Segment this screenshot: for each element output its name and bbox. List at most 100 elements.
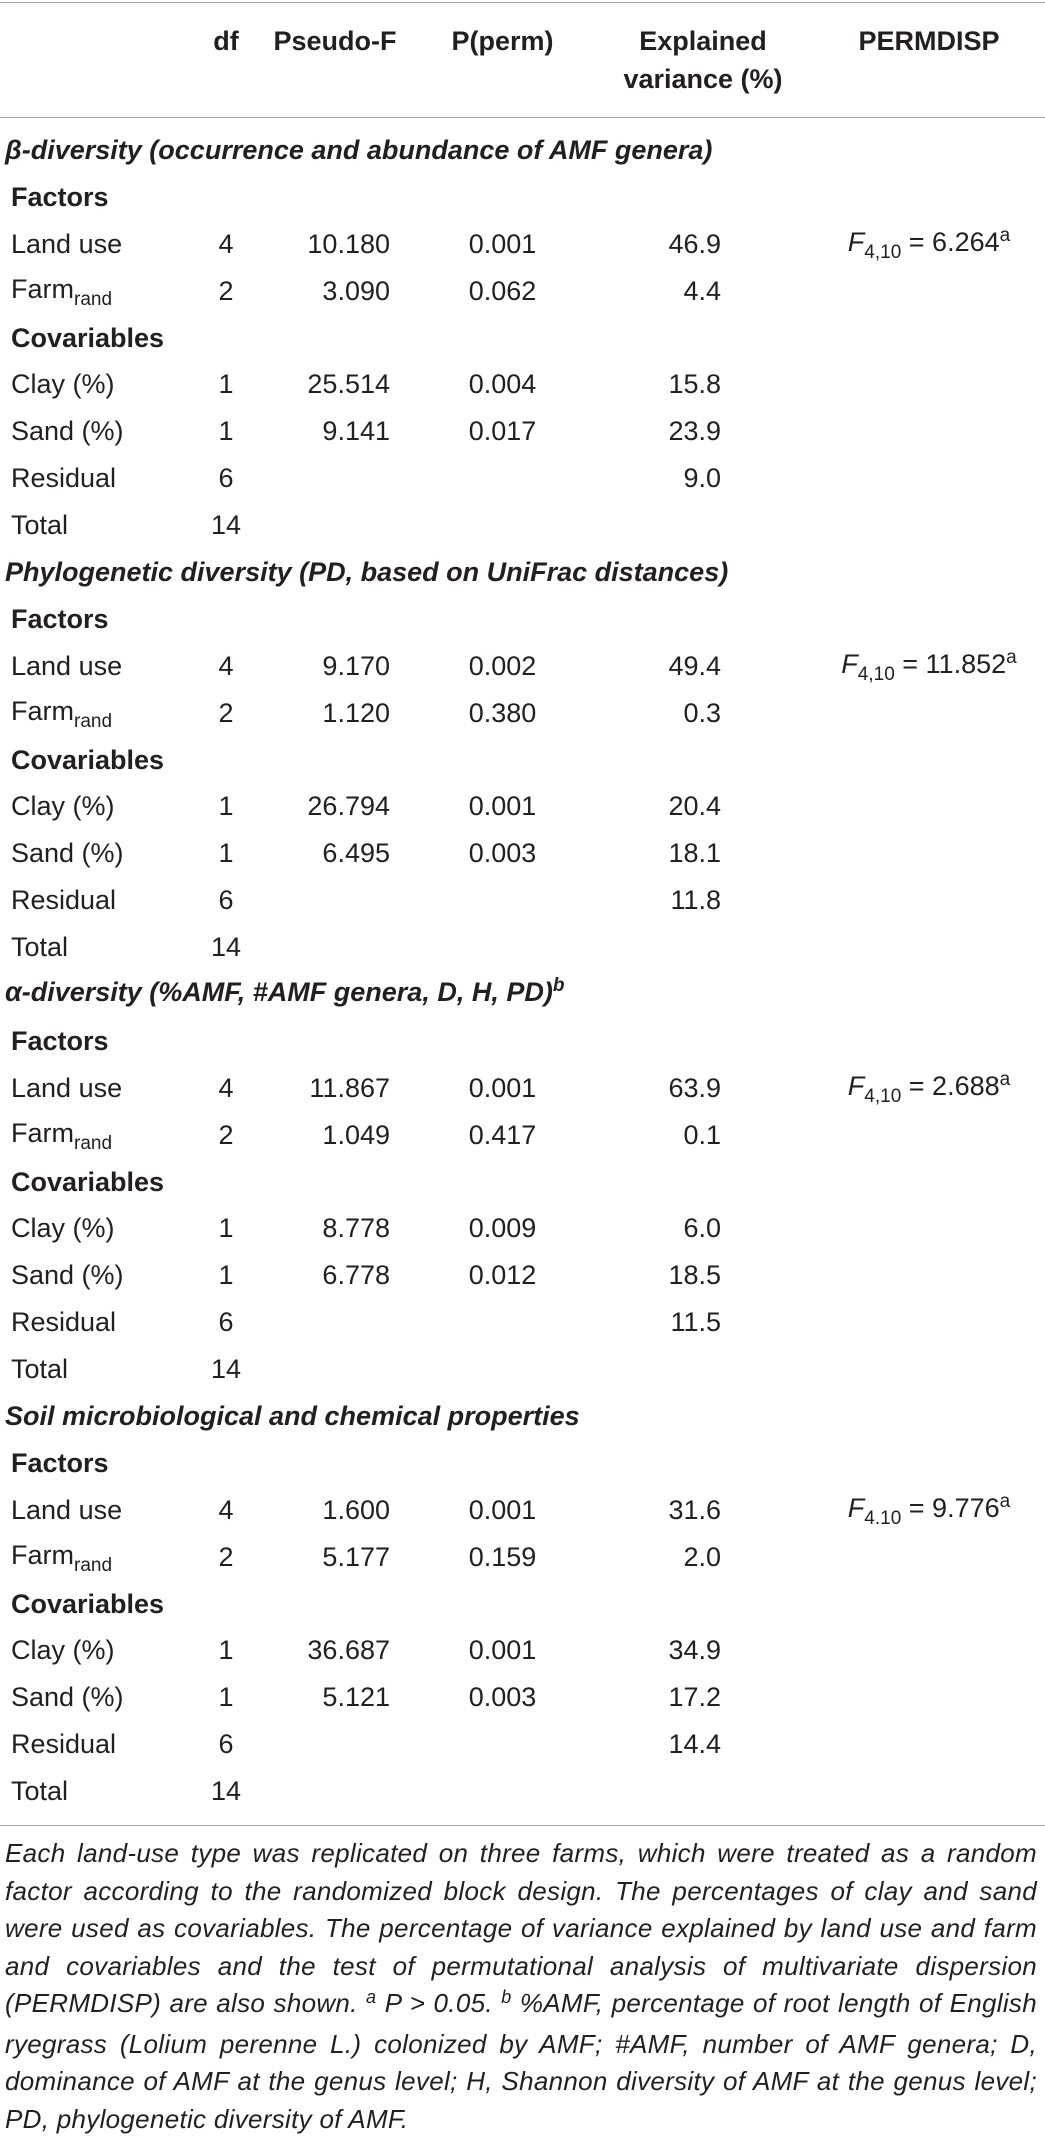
explained-variance-cell: 20.4 (668, 791, 721, 822)
header-explained-variance: Explained variance (%) (605, 22, 813, 98)
table-row-clay: Clay (%) 1 26.794 0.001 20.4 (0, 783, 1045, 830)
covariables-label: Covariables (11, 322, 165, 353)
permdisp-footnote-mark: a (1006, 646, 1017, 668)
row-label-land-use: Land use (11, 228, 123, 259)
explained-variance-cell: 0.3 (683, 697, 721, 728)
df-cell: 14 (210, 1776, 242, 1807)
group-label-row: Covariables (0, 736, 1045, 783)
table-row-sand: Sand (%) 1 5.121 0.003 17.2 (0, 1674, 1045, 1721)
df-cell: 1 (218, 369, 234, 400)
df-cell: 4 (218, 1072, 234, 1103)
pseudo-f-cell: 6.495 (322, 838, 390, 869)
section-title-row: β-diversity (occurrence and abundance of… (0, 127, 1045, 174)
permdisp-df-subscript: 4.10 (864, 1507, 902, 1529)
pseudo-f-cell: 9.141 (322, 416, 390, 447)
df-cell: 14 (210, 1354, 242, 1385)
factors-label: Factors (11, 603, 109, 634)
p-perm-cell: 0.001 (468, 1072, 537, 1103)
df-cell: 6 (218, 885, 234, 916)
farm-label: Farm (11, 1539, 74, 1570)
explained-variance-cell: 9.0 (683, 463, 721, 494)
factors-label: Factors (11, 1025, 109, 1056)
df-cell: 14 (210, 510, 242, 541)
section-title: Phylogenetic diversity (PD, based on Uni… (5, 556, 729, 587)
df-cell: 4 (218, 650, 234, 681)
footnote-text-1: Each land-use type was replicated on thr… (5, 1838, 1037, 2018)
row-label-land-use: Land use (11, 1072, 123, 1103)
p-perm-cell: 0.001 (468, 1635, 537, 1666)
header-explained-line-2: variance (%) (623, 63, 783, 94)
p-perm-cell: 0.004 (468, 369, 537, 400)
row-label-farm: Farmrand (0, 1117, 190, 1154)
pseudo-f-cell: 10.180 (307, 228, 390, 259)
p-perm-cell: 0.002 (468, 650, 537, 681)
p-perm-cell: 0.417 (468, 1119, 537, 1150)
row-label-sand: Sand (%) (11, 838, 124, 869)
table-row-sand: Sand (%) 1 6.495 0.003 18.1 (0, 830, 1045, 877)
permdisp-df-subscript: 4,10 (864, 241, 902, 263)
explained-variance-cell: 6.0 (683, 1213, 721, 1244)
table-row-land-use: Land use 4 10.180 0.001 46.9 F4,10 = 6.2… (0, 220, 1045, 267)
table-row-land-use: Land use 4 1.600 0.001 31.6 F4.10 = 9.77… (0, 1486, 1045, 1533)
df-cell: 2 (218, 275, 234, 306)
group-label-row: Covariables (0, 1580, 1045, 1627)
p-perm-cell: 0.159 (468, 1541, 537, 1572)
factors-label: Factors (11, 181, 109, 212)
table-row-total: Total 14 (0, 1768, 1045, 1815)
explained-variance-cell: 34.9 (668, 1635, 721, 1666)
permdisp-stat-symbol: F (841, 648, 858, 679)
header-df: df (213, 25, 239, 56)
row-label-total: Total (11, 932, 69, 963)
permdisp-footnote-mark: a (999, 1490, 1011, 1512)
explained-variance-cell: 17.2 (668, 1682, 721, 1713)
farm-label-subscript: rand (74, 710, 113, 732)
row-label-farm: Farmrand (0, 695, 190, 732)
section-title-text: α-diversity (%AMF, #AMF genera, D, H, PD… (5, 976, 553, 1007)
explained-variance-cell: 23.9 (668, 416, 721, 447)
table-row-sand: Sand (%) 1 9.141 0.017 23.9 (0, 408, 1045, 455)
pseudo-f-cell: 9.170 (322, 650, 390, 681)
row-label-land-use: Land use (11, 1494, 123, 1525)
pseudo-f-cell: 5.177 (322, 1541, 390, 1572)
permdisp-value: = 6.264 (901, 226, 1000, 257)
farm-label-subscript: rand (74, 1132, 113, 1154)
p-perm-cell: 0.009 (468, 1213, 537, 1244)
footnote-text-3: %AMF, percentage of root length of Engli… (5, 1988, 1037, 2134)
df-cell: 1 (218, 838, 234, 869)
header-pseudo-f: Pseudo-F (273, 25, 397, 56)
header-permdisp: PERMDISP (858, 25, 1000, 56)
explained-variance-cell: 18.1 (668, 838, 721, 869)
section-title: β-diversity (occurrence and abundance of… (5, 134, 713, 165)
table-row-clay: Clay (%) 1 25.514 0.004 15.8 (0, 361, 1045, 408)
row-label-clay: Clay (%) (11, 1213, 115, 1244)
permdisp-footnote-mark: a (999, 224, 1011, 246)
pseudo-f-cell: 1.049 (322, 1119, 390, 1150)
df-cell: 6 (218, 1729, 234, 1760)
df-cell: 4 (218, 1494, 234, 1525)
permdisp-footnote-mark: a (999, 1068, 1011, 1090)
group-label-row: Factors (0, 1439, 1045, 1486)
permdisp-cell: F4,10 = 2.688a (813, 1068, 1045, 1107)
group-label-row: Factors (0, 173, 1045, 220)
table-row-farm: Farmrand 2 5.177 0.159 2.0 (0, 1533, 1045, 1580)
header-explained-line-1: Explained (639, 25, 767, 56)
table-row-residual: Residual 6 11.5 (0, 1299, 1045, 1346)
explained-variance-cell: 63.9 (668, 1072, 721, 1103)
permdisp-cell: F4,10 = 6.264a (813, 224, 1045, 263)
farm-label-subscript: rand (74, 288, 113, 310)
statistics-table: df Pseudo-F P(perm) Explained variance (… (0, 2, 1045, 1826)
pseudo-f-cell: 25.514 (307, 369, 390, 400)
table-row-total: Total 14 (0, 502, 1045, 549)
row-label-sand: Sand (%) (11, 1682, 124, 1713)
df-cell: 1 (218, 791, 234, 822)
pseudo-f-cell: 1.120 (322, 697, 390, 728)
explained-variance-cell: 15.8 (668, 369, 721, 400)
table-row-clay: Clay (%) 1 36.687 0.001 34.9 (0, 1627, 1045, 1674)
pseudo-f-cell: 1.600 (322, 1494, 390, 1525)
row-label-residual: Residual (11, 1307, 117, 1338)
permdisp-value: = 2.688 (901, 1070, 1000, 1101)
row-label-residual: Residual (11, 463, 117, 494)
table-section-alpha-diversity: α-diversity (%AMF, #AMF genera, D, H, PD… (0, 971, 1045, 1393)
pseudo-f-cell: 5.121 (322, 1682, 390, 1713)
p-perm-cell: 0.062 (468, 275, 537, 306)
